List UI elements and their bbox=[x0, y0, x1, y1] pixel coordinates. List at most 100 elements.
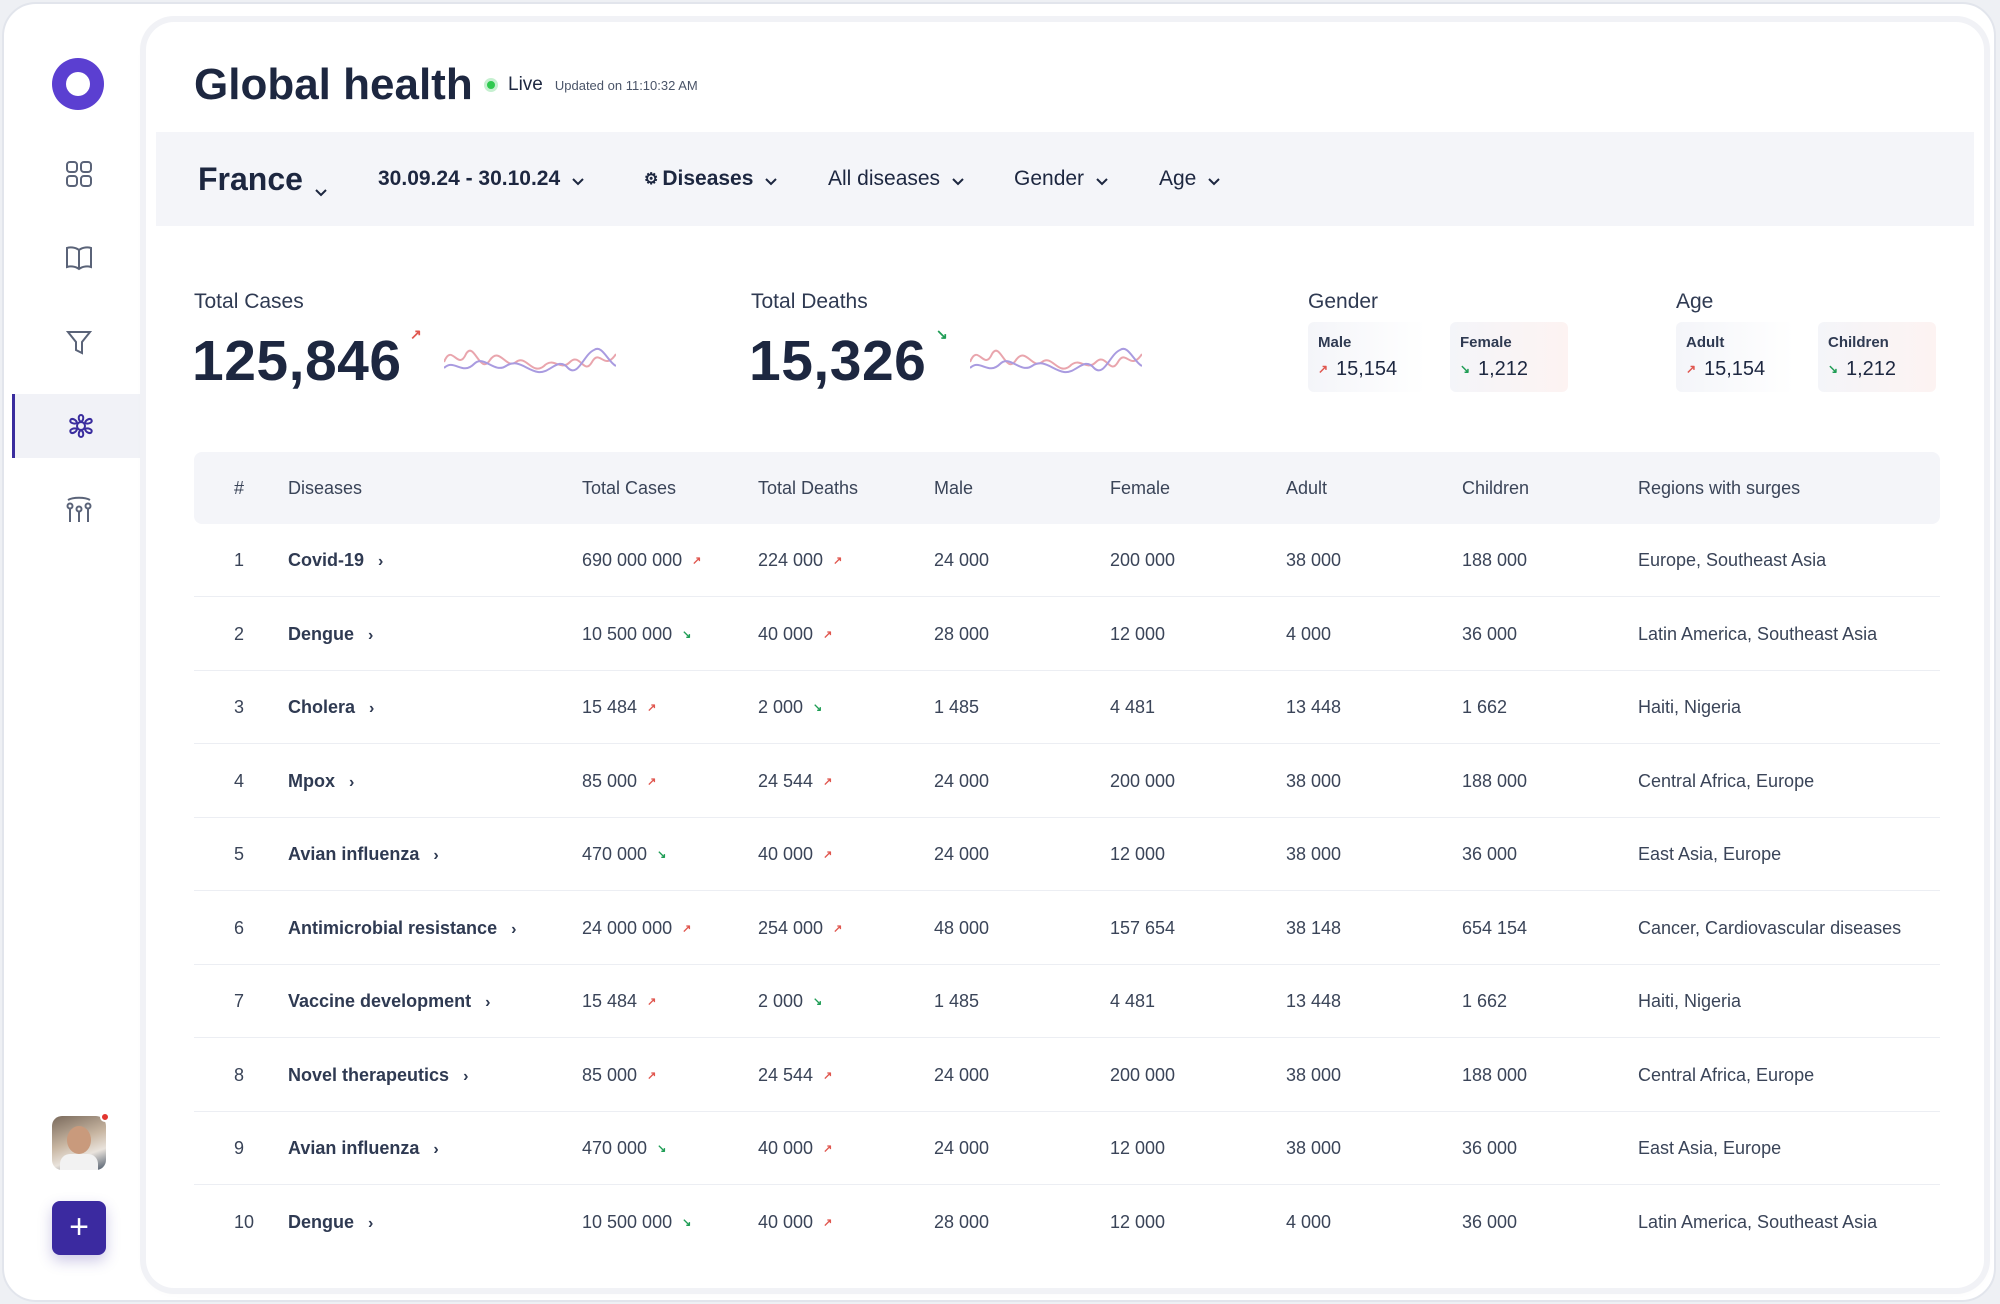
cell-total-cases-text: 85 000 bbox=[582, 1064, 638, 1085]
cell-male: 48 000 bbox=[934, 892, 989, 965]
cell-total-cases: 690 000 000 ↗ bbox=[582, 524, 701, 600]
trend-up-icon: ↗ bbox=[647, 775, 657, 788]
disease-dropdown[interactable]: All diseases bbox=[828, 132, 966, 226]
cell-male: 28 000 bbox=[934, 1186, 989, 1259]
col-header-adult[interactable]: Adult bbox=[1286, 478, 1328, 498]
col-header-total-deaths[interactable]: Total Deaths bbox=[758, 478, 859, 498]
cell-children: 36 000 bbox=[1462, 1186, 1517, 1259]
gender-dropdown[interactable]: Gender bbox=[1014, 132, 1110, 226]
sidebar-item-dashboard[interactable] bbox=[12, 142, 146, 206]
cell-female-text: 200 000 bbox=[1110, 1064, 1176, 1085]
category-dropdown[interactable]: ⚙ Diseases bbox=[644, 132, 779, 226]
cell-number: 4 bbox=[234, 745, 244, 818]
cell-adult-text: 38 148 bbox=[1286, 917, 1342, 938]
col-header-total-cases[interactable]: Total Cases bbox=[582, 478, 677, 498]
chevron-right-icon: › bbox=[511, 920, 517, 938]
cell-regions: Europe, Southeast Asia bbox=[1638, 524, 1826, 597]
avatar[interactable] bbox=[52, 1112, 110, 1170]
cell-total-deaths-text: 24 544 bbox=[758, 1064, 814, 1085]
cell-total-deaths-text: 2 000 bbox=[758, 991, 804, 1011]
trend-up-icon: ↗ bbox=[823, 1069, 833, 1082]
cell-disease-name[interactable]: Dengue › bbox=[288, 598, 373, 672]
sidebar-item-filters[interactable] bbox=[12, 310, 146, 374]
cell-regions: Haiti, Nigeria bbox=[1638, 671, 1741, 744]
table-row[interactable]: 6 Antimicrobial resistance › 24 000 000 ↗ 254… bbox=[194, 892, 1940, 965]
cell-total-deaths: 40 000 ↗ bbox=[758, 598, 832, 674]
cell-disease-name[interactable]: Antimicrobial resistance › bbox=[288, 892, 516, 966]
cell-total-cases: 85 000 ↗ bbox=[582, 745, 656, 821]
cell-disease-name-text: Dengue bbox=[288, 623, 355, 644]
table-row[interactable]: 4 Mpox › 85 000 ↗ 24 544 ↗ 24 000 200 000 38 000 1… bbox=[194, 745, 1940, 818]
gear-icon: ⚙ bbox=[644, 171, 659, 188]
live-label: Live bbox=[508, 74, 543, 95]
category-value: Diseases bbox=[662, 167, 754, 190]
table-row[interactable]: 8 Novel therapeutics › 85 000 ↗ 24 544 ↗ 24 000… bbox=[194, 1039, 1940, 1112]
col-header-children[interactable]: Children bbox=[1462, 478, 1530, 498]
cell-disease-name[interactable]: Covid-19 › bbox=[288, 524, 383, 598]
logo[interactable] bbox=[52, 58, 104, 110]
col-header-female[interactable]: Female bbox=[1110, 478, 1171, 498]
cell-disease-name-text: Avian influenza bbox=[288, 1138, 420, 1158]
cell-disease-name[interactable]: Novel therapeutics › bbox=[288, 1039, 468, 1113]
cell-disease-name[interactable]: Mpox › bbox=[288, 745, 354, 819]
cell-children-text: 36 000 bbox=[1462, 1138, 1518, 1158]
country-dropdown[interactable]: France bbox=[198, 132, 329, 226]
cell-adult: 38 148 bbox=[1286, 892, 1341, 965]
cell-male-text: 24 000 bbox=[934, 1064, 990, 1085]
total-deaths-label: Total Deaths bbox=[751, 290, 868, 313]
trend-up-icon: ↗ bbox=[682, 922, 692, 935]
cell-total-cases: 15 484 ↗ bbox=[582, 965, 656, 1041]
cell-adult-text: 38 000 bbox=[1286, 1064, 1342, 1085]
cell-disease-name[interactable]: Dengue › bbox=[288, 1186, 373, 1260]
cell-total-cases-text: 10 500 000 bbox=[582, 623, 673, 644]
table-row[interactable]: 3 Cholera › 15 484 ↗ 2 000 ↘ 1 485 4 481 13 448 1 … bbox=[194, 671, 1940, 744]
table-row[interactable]: 5 Avian influenza › 470 000 ↘ 40 000 ↗ 24 000 12… bbox=[194, 818, 1940, 891]
cell-total-deaths: 254 000 ↗ bbox=[758, 892, 842, 968]
sidebar-item-library[interactable] bbox=[12, 226, 146, 290]
cell-number-text: 3 bbox=[234, 697, 245, 717]
col-header-male[interactable]: Male bbox=[934, 478, 974, 498]
date-range-dropdown[interactable]: 30.09.24 - 30.10.24 bbox=[378, 132, 586, 226]
cell-regions: Central Africa, Europe bbox=[1638, 745, 1814, 818]
trend-down-icon: ↘ bbox=[813, 996, 823, 1008]
country-value: France bbox=[198, 160, 303, 197]
total-deaths-sparkline bbox=[970, 347, 1142, 374]
chevron-down-icon bbox=[1094, 171, 1110, 187]
sidebar-item-analytics[interactable] bbox=[12, 478, 146, 542]
table-row[interactable]: 10 Dengue › 10 500 000 ↘ 40 000 ↗ 28 000 12 000 4… bbox=[194, 1186, 1940, 1259]
chevron-right-icon: › bbox=[368, 626, 374, 644]
table-row[interactable]: 2 Dengue › 10 500 000 ↘ 40 000 ↗ 28 000 12 000 4 … bbox=[194, 598, 1940, 671]
table-row[interactable]: 7 Vaccine development › 15 484 ↗ 2 000 ↘ 1 485 4… bbox=[194, 965, 1940, 1038]
table-row[interactable]: 9 Avian influenza › 470 000 ↘ 40 000 ↗ 24 000 12… bbox=[194, 1112, 1940, 1185]
adult-value: 15,154 bbox=[1704, 358, 1766, 380]
total-cases-label: Total Cases bbox=[194, 290, 304, 313]
cell-total-deaths-text: 254 000 bbox=[758, 917, 824, 938]
table-row[interactable]: 1 Covid-19 › 690 000 000 ↗ 224 000 ↗ 24 000 200 … bbox=[194, 524, 1940, 597]
cell-disease-name[interactable]: Cholera › bbox=[288, 671, 374, 745]
cell-regions: Haiti, Nigeria bbox=[1638, 965, 1741, 1038]
sidebar-item-diseases[interactable] bbox=[12, 394, 146, 458]
cell-number: 7 bbox=[234, 965, 244, 1038]
age-dropdown[interactable]: Age bbox=[1159, 132, 1222, 226]
cell-children: 1 662 bbox=[1462, 965, 1507, 1038]
main-panel: Global health Live Updated on 11:10:32 A… bbox=[146, 22, 1984, 1288]
trend-up-icon: ↗ bbox=[647, 702, 657, 714]
cell-disease-name[interactable]: Vaccine development › bbox=[288, 965, 490, 1039]
cell-disease-name[interactable]: Avian influenza › bbox=[288, 818, 439, 892]
cell-male: 1 485 bbox=[934, 671, 979, 744]
cell-disease-name[interactable]: Avian influenza › bbox=[288, 1112, 439, 1186]
adult-label: Adult bbox=[1686, 334, 1725, 351]
cell-children: 1 662 bbox=[1462, 671, 1507, 744]
col-header-diseases[interactable]: Diseases bbox=[288, 478, 363, 498]
sidebar: + bbox=[4, 4, 146, 1300]
cell-female: 200 000 bbox=[1110, 524, 1175, 597]
col-header-regions[interactable]: Regions with surges bbox=[1638, 478, 1801, 498]
add-button[interactable]: + bbox=[52, 1201, 106, 1255]
cell-adult-text: 13 448 bbox=[1286, 991, 1342, 1011]
cell-female-text: 12 000 bbox=[1110, 1138, 1166, 1158]
cell-total-deaths-text: 40 000 bbox=[758, 1211, 814, 1232]
cell-regions-text: Haiti, Nigeria bbox=[1638, 697, 1742, 717]
cell-female: 12 000 bbox=[1110, 598, 1165, 671]
trend-up-icon: ↗ bbox=[647, 996, 657, 1008]
filter-icon bbox=[65, 331, 93, 355]
